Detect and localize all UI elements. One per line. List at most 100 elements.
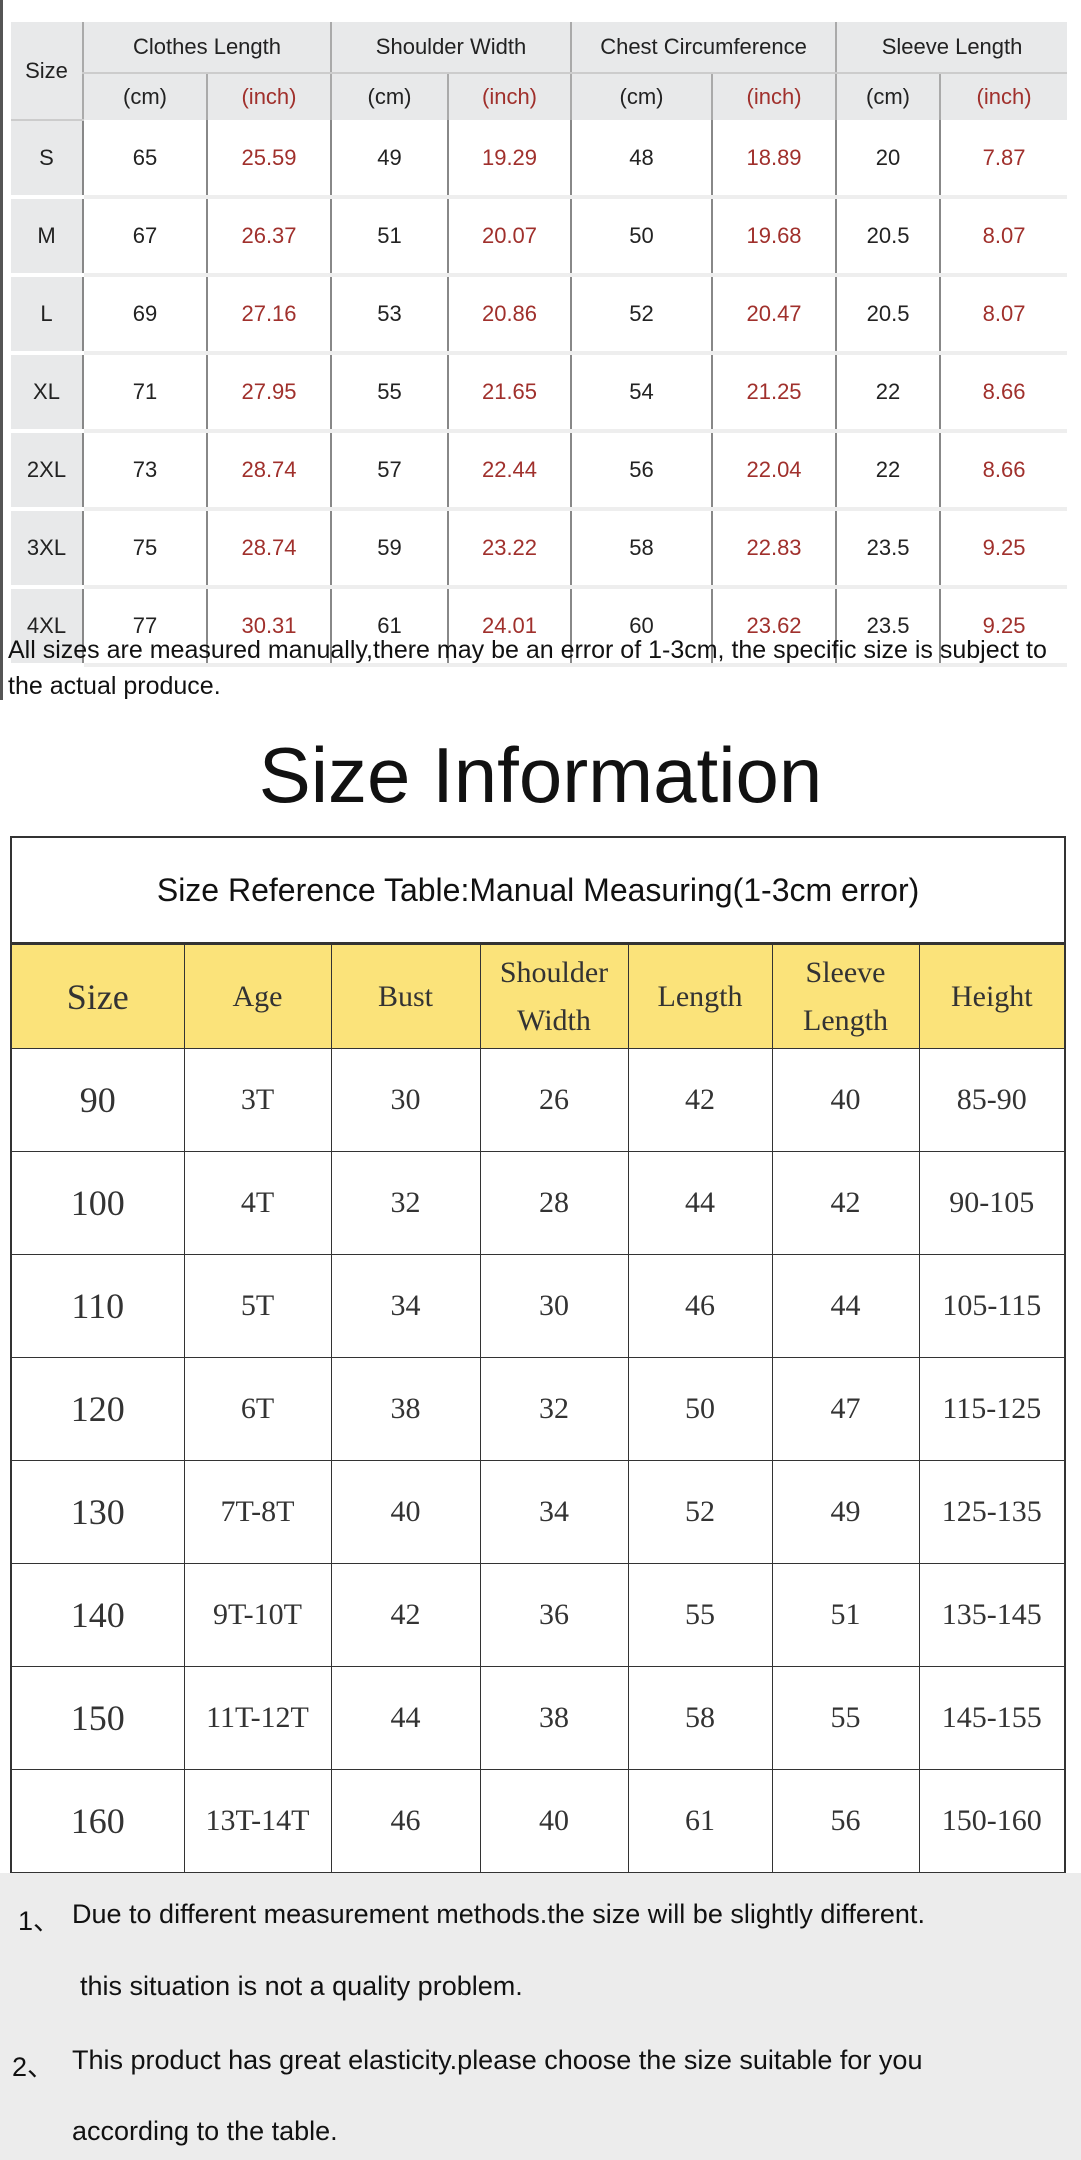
value-cell: 34	[330, 1254, 481, 1358]
inch-cell: 7.87	[939, 120, 1068, 199]
size-cell: S	[11, 120, 83, 199]
cm-cell: 22	[835, 431, 941, 511]
note-line: according to the table.	[72, 2116, 338, 2146]
value-cell: 44	[330, 1666, 481, 1770]
inch-cell: 23.22	[446, 509, 572, 589]
column-header: Sleeve Length	[771, 943, 920, 1049]
cm-cell: 61	[330, 587, 448, 667]
inch-cell: 22.44	[446, 431, 572, 511]
value-cell: 46	[330, 1769, 481, 1874]
value-cell: 47	[771, 1357, 920, 1461]
unit-cm: (cm)	[570, 73, 713, 120]
size-cell: 90	[10, 1048, 185, 1152]
note-number: 1、	[18, 1906, 61, 1936]
value-cell: 56	[771, 1769, 920, 1874]
value-cell: 150-160	[918, 1769, 1066, 1874]
value-cell: 40	[479, 1769, 629, 1874]
value-cell: 52	[627, 1460, 773, 1564]
inch-cell: 9.25	[939, 587, 1068, 667]
table-row: 140 9T-10T 42 36 55 51 135-145	[10, 1563, 1066, 1667]
column-header: Length	[627, 943, 773, 1049]
table-row: 3XL 75 28.74 59 23.22 58 22.83 23.5 9.25	[11, 509, 1068, 589]
cm-cell: 22	[835, 353, 941, 433]
value-cell: 51	[771, 1563, 920, 1667]
inch-cell: 21.65	[446, 353, 572, 433]
size-cell: 4XL	[11, 587, 83, 667]
inch-cell: 9.25	[939, 509, 1068, 589]
header-text: Size	[66, 976, 129, 1017]
value-cell: 85-90	[918, 1048, 1066, 1152]
size-cell: XL	[11, 353, 83, 433]
cm-cell: 49	[330, 120, 448, 199]
cm-cell: 20.5	[835, 197, 941, 277]
table-row: 90 3T 30 26 42 40 85-90	[10, 1048, 1066, 1152]
inch-cell: 24.01	[446, 587, 572, 667]
value-cell: 32	[330, 1151, 481, 1255]
value-cell: 46	[627, 1254, 773, 1358]
note-line: this situation is not a quality problem.	[80, 1971, 523, 2001]
value-cell: 30	[479, 1254, 629, 1358]
inch-cell: 19.29	[446, 120, 572, 199]
cm-cell: 54	[570, 353, 713, 433]
units-row: (cm) (inch) (cm) (inch) (cm) (inch) (cm) (inch)	[11, 73, 1068, 120]
header-text: Length	[803, 1003, 888, 1037]
value-cell: 61	[627, 1769, 773, 1874]
value-cell: 11T-12T	[183, 1666, 332, 1770]
inch-cell: 26.37	[206, 197, 331, 277]
left-border	[0, 0, 3, 700]
cm-cell: 23.5	[835, 509, 941, 589]
inch-cell: 23.62	[711, 587, 837, 667]
cm-cell: 50	[570, 197, 713, 277]
inch-cell: 22.04	[711, 431, 837, 511]
value-cell: 42	[627, 1048, 773, 1152]
inch-cell: 20.86	[446, 275, 572, 355]
table-row: S 65 25.59 49 19.29 48 18.89 20 7.87	[11, 120, 1068, 199]
size-cell: 2XL	[11, 431, 83, 511]
unit-cm: (cm)	[330, 73, 448, 120]
cm-cell: 56	[570, 431, 713, 511]
table-row: 2XL 73 28.74 57 22.44 56 22.04 22 8.66	[11, 431, 1068, 511]
column-header: Size	[10, 943, 185, 1049]
table-row: 110 5T 34 30 46 44 105-115	[10, 1254, 1066, 1358]
unit-cm: (cm)	[82, 73, 207, 120]
size-cell: 140	[10, 1563, 185, 1667]
unit-inch: (inch)	[446, 73, 572, 120]
group-header: Chest Circumference	[570, 22, 837, 74]
value-cell: 5T	[183, 1254, 332, 1358]
header-text: Bust	[377, 979, 434, 1013]
note-number: 2、	[12, 2052, 55, 2082]
size-cell: 100	[10, 1151, 185, 1255]
column-header: Height	[918, 943, 1066, 1049]
footer-notes: 1、 Due to different measurement methods.…	[0, 1873, 1081, 2160]
header-text: Shoulder	[499, 955, 609, 989]
inch-cell: 21.25	[711, 353, 837, 433]
adult-size-table: Size Clothes Length Shoulder Width Chest…	[11, 22, 1068, 667]
value-cell: 55	[627, 1563, 773, 1667]
value-cell: 145-155	[918, 1666, 1066, 1770]
cm-cell: 58	[570, 509, 713, 589]
inch-cell: 27.95	[206, 353, 331, 433]
value-cell: 49	[771, 1460, 920, 1564]
inch-cell: 27.16	[206, 275, 331, 355]
inch-cell: 8.07	[939, 275, 1068, 355]
value-cell: 42	[771, 1151, 920, 1255]
inch-cell: 20.07	[446, 197, 572, 277]
cm-cell: 69	[82, 275, 207, 355]
value-cell: 38	[479, 1666, 629, 1770]
cm-cell: 48	[570, 120, 713, 199]
size-header: Size	[11, 22, 83, 121]
value-cell: 125-135	[918, 1460, 1066, 1564]
note-line: This product has great elasticity.please…	[72, 2045, 923, 2075]
unit-inch: (inch)	[939, 73, 1068, 120]
inch-cell: 19.68	[711, 197, 837, 277]
value-cell: 32	[479, 1357, 629, 1461]
value-cell: 6T	[183, 1357, 332, 1461]
size-cell: 160	[10, 1769, 185, 1874]
column-header: Age	[183, 943, 332, 1049]
table-row: 4XL 77 30.31 61 24.01 60 23.62 23.5 9.25	[11, 587, 1068, 667]
size-cell: 150	[10, 1666, 185, 1770]
kids-size-table: Size Reference Table:Manual Measuring(1-…	[10, 836, 1067, 1874]
inch-cell: 28.74	[206, 509, 331, 589]
value-cell: 42	[330, 1563, 481, 1667]
value-cell: 3T	[183, 1048, 332, 1152]
